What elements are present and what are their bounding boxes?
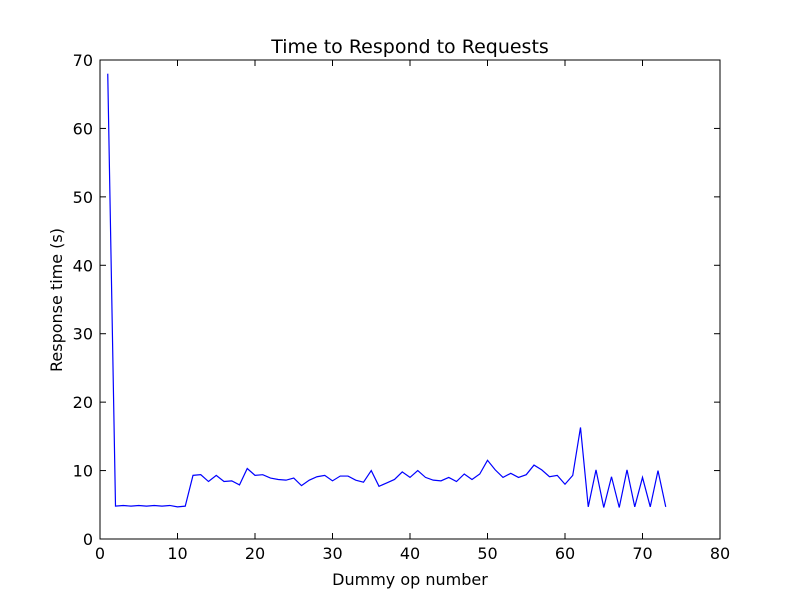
- x-tick-label: 80: [710, 544, 730, 563]
- series-line-0: [107, 73, 667, 508]
- x-tick-label: 20: [245, 544, 265, 563]
- x-tick-label: 0: [95, 544, 105, 563]
- y-tick-label: 0: [83, 530, 93, 549]
- x-axis-label: Dummy op number: [332, 570, 488, 589]
- y-tick-label: 50: [73, 188, 93, 207]
- chart-title: Time to Respond to Requests: [270, 36, 549, 58]
- y-tick-label: 20: [73, 393, 93, 412]
- x-tick-label: 60: [555, 544, 575, 563]
- y-tick-label: 60: [73, 119, 93, 138]
- series-layer: [107, 73, 667, 508]
- plot-frame: [99, 59, 721, 540]
- axis-ticks: 0 10 20 30 40 50 60 70 80 0 10 20 30 40 50 60 70: [73, 51, 731, 563]
- y-tick-label: 10: [73, 462, 93, 481]
- y-tick-label: 70: [73, 51, 93, 70]
- y-axis-label: Response time (s): [47, 228, 66, 372]
- x-tick-label: 70: [632, 544, 652, 563]
- x-tick-label: 30: [322, 544, 342, 563]
- y-tick-label: 30: [73, 325, 93, 344]
- x-tick-label: 40: [400, 544, 420, 563]
- x-tick-label: 50: [477, 544, 497, 563]
- y-tick-label: 40: [73, 256, 93, 275]
- x-tick-label: 10: [167, 544, 187, 563]
